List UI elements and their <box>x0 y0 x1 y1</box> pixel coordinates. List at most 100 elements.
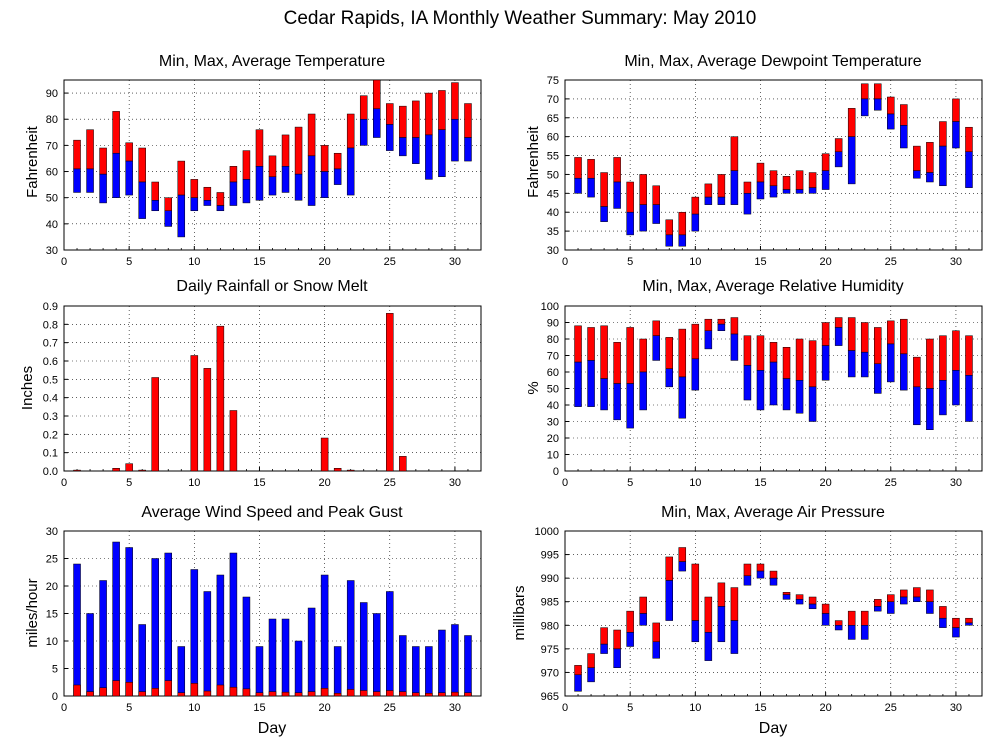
pressure-min-bar <box>665 580 673 621</box>
temperature-min-bar <box>138 181 146 219</box>
rainfall-bar <box>399 456 407 472</box>
page-title: Cedar Rapids, IA Monthly Weather Summary… <box>284 8 757 29</box>
wind-average-bar <box>346 689 355 697</box>
humidity-max-bar <box>860 322 869 353</box>
humidity-max-bar <box>926 338 934 389</box>
rainfall-bar <box>112 468 120 472</box>
humidity-max-bar <box>743 335 752 366</box>
humidity-min-bar <box>887 343 895 383</box>
rainfall-bar <box>203 368 212 472</box>
wind-average-bar <box>164 680 172 697</box>
humidity-y-tick-label: 40 <box>547 400 559 412</box>
dewpoint-x-tick-label: 20 <box>820 256 832 268</box>
temperature-max-bar <box>125 142 133 162</box>
temperature-max-bar <box>412 100 420 138</box>
humidity-y-tick-label: 0 <box>553 466 559 478</box>
humidity-min-bar <box>913 386 921 426</box>
wind-y-tick-label: 10 <box>46 636 58 648</box>
pressure-max-bar <box>965 617 973 624</box>
dewpoint-min-bar <box>665 234 673 247</box>
humidity-max-bar <box>678 328 687 378</box>
dewpoint-min-bar <box>860 98 869 117</box>
humidity-max-bar <box>600 325 608 379</box>
humidity-min-bar <box>665 368 673 388</box>
wind-average-bar <box>99 687 107 697</box>
dewpoint-max-bar <box>652 185 660 205</box>
wind-y-tick-label: 20 <box>46 581 58 593</box>
temperature-max-bar <box>242 150 251 180</box>
pressure-x-tick-label: 10 <box>689 702 701 714</box>
pressure-min-bar <box>769 577 778 586</box>
dewpoint-x-tick-label: 10 <box>689 256 701 268</box>
humidity-panel: Min, Max, Average Relative Humidity % 0 5… <box>525 278 983 489</box>
pressure-min-bar <box>600 643 608 654</box>
dewpoint-max-bar <box>874 83 882 100</box>
pressure-min-bar <box>717 606 726 643</box>
dewpoint-max-bar <box>678 211 687 236</box>
wind-y-tick-label: 5 <box>52 664 58 676</box>
temperature-y-tick-label: 70 <box>46 140 58 152</box>
humidity-min-bar <box>626 383 634 429</box>
wind-x-tick-label: 30 <box>449 702 461 714</box>
pressure-x-tick-label: 30 <box>950 702 962 714</box>
wind-panel-title: Average Wind Speed and Peak Gust <box>141 504 403 521</box>
rainfall-panel-title: Daily Rainfall or Snow Melt <box>176 278 368 295</box>
humidity-max-bar <box>587 327 595 361</box>
temperature-min-bar <box>73 168 81 193</box>
wind-average-bar <box>216 684 225 697</box>
pressure-min-bar <box>743 575 752 586</box>
dewpoint-min-bar <box>926 172 934 183</box>
humidity-x-tick-label: 5 <box>627 477 633 489</box>
pressure-min-bar <box>926 601 934 614</box>
wind-gust-bar <box>112 541 120 697</box>
temperature-min-bar <box>268 176 277 196</box>
wind-average-bar <box>307 691 316 697</box>
pressure-max-bar <box>613 629 621 650</box>
humidity-panel-title: Min, Max, Average Relative Humidity <box>642 278 903 295</box>
dewpoint-min-bar <box>587 177 595 198</box>
pressure-max-bar <box>587 653 595 668</box>
temperature-min-bar <box>333 168 342 185</box>
rainfall-y-tick-label: 0.7 <box>43 338 58 350</box>
rainfall-y-tick-label: 0.2 <box>43 429 58 441</box>
temperature-y-tick-label: 80 <box>46 114 58 126</box>
wind-gust-bar <box>164 552 172 697</box>
rainfall-bar <box>73 469 81 472</box>
pressure-min-bar <box>730 620 739 654</box>
pressure-max-bar <box>691 563 700 621</box>
humidity-max-bar <box>613 342 621 384</box>
dewpoint-max-bar <box>847 108 856 137</box>
dewpoint-min-bar <box>887 113 895 130</box>
humidity-max-bar <box>730 317 739 335</box>
dewpoint-max-bar <box>795 170 804 190</box>
temperature-min-bar <box>412 137 420 164</box>
pressure-x-axis-label: Day <box>759 720 787 737</box>
dewpoint-min-bar <box>808 187 817 194</box>
pressure-min-bar <box>652 641 660 659</box>
temperature-y-tick-label: 50 <box>46 193 58 205</box>
pressure-y-tick-label: 975 <box>541 644 559 656</box>
dewpoint-min-bar <box>900 125 908 149</box>
dewpoint-min-bar <box>652 204 660 224</box>
pressure-y-tick-label: 985 <box>541 597 559 609</box>
temperature-max-bar <box>425 92 433 136</box>
humidity-max-bar <box>795 338 804 381</box>
rainfall-bar <box>151 377 159 472</box>
wind-gust-bar <box>386 591 394 697</box>
rainfall-x-tick-label: 25 <box>384 477 396 489</box>
dewpoint-max-bar <box>691 196 700 215</box>
temperature-x-tick-label: 0 <box>61 256 67 268</box>
rainfall-y-tick-label: 0.6 <box>43 356 58 368</box>
humidity-min-bar <box>939 380 947 416</box>
temperature-min-bar <box>216 205 225 212</box>
rainfall-x-tick-label: 0 <box>61 477 67 489</box>
temperature-min-bar <box>464 137 472 162</box>
rainfall-bar <box>125 463 133 472</box>
humidity-y-tick-label: 90 <box>547 318 559 330</box>
wind-gust-bar <box>412 646 420 697</box>
dewpoint-min-bar <box>626 211 634 236</box>
dewpoint-max-bar <box>821 153 830 171</box>
pressure-min-bar <box>860 625 869 640</box>
pressure-min-bar <box>613 648 621 668</box>
wind-average-bar <box>425 693 433 697</box>
